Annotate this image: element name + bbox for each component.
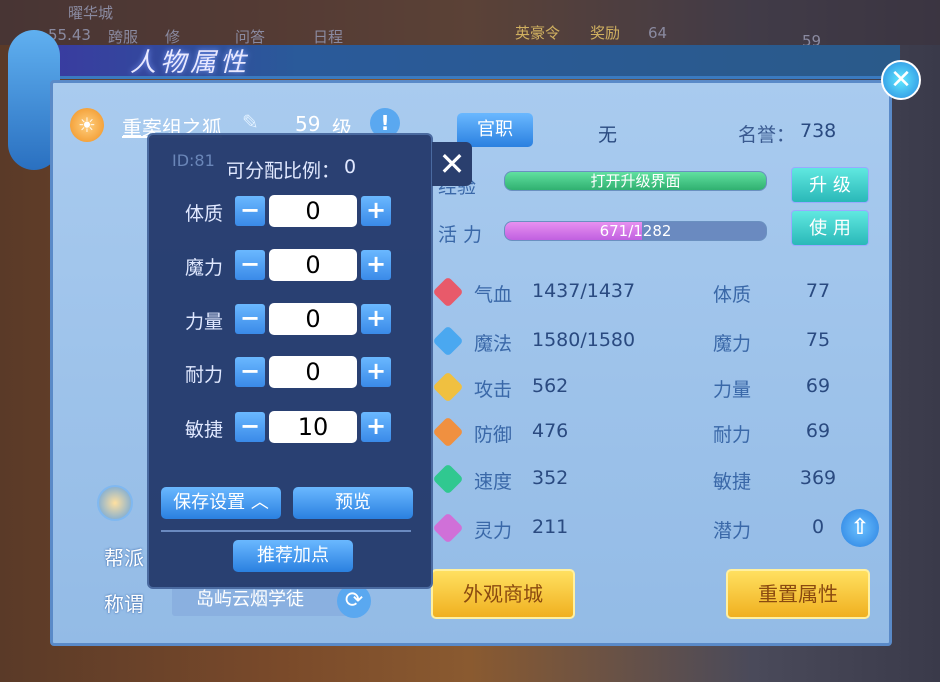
vitality-bar: 671/1282 xyxy=(504,221,767,241)
decrease-button[interactable]: − xyxy=(235,250,265,280)
stat-value: 562 xyxy=(532,375,569,397)
use-vitality-button[interactable]: 使 用 xyxy=(791,210,869,246)
recommend-points-button[interactable]: 推荐加点 xyxy=(233,540,353,572)
vitality-bar-fill xyxy=(505,222,642,240)
alloc-input[interactable]: 0 xyxy=(269,195,357,227)
title-label: 称谓 xyxy=(104,592,144,616)
attr-value: 0 xyxy=(811,516,825,538)
alloc-input[interactable]: 10 xyxy=(269,411,357,443)
decrease-button[interactable]: − xyxy=(235,196,265,226)
upgrade-bar[interactable]: 打开升级界面 xyxy=(504,171,767,191)
bg-coord: 55.43 xyxy=(48,26,91,44)
close-window-button[interactable]: ✕ xyxy=(881,60,921,100)
stat-label: 防御 xyxy=(474,424,513,446)
office-value: 无 xyxy=(598,124,618,146)
attr-value: 369 xyxy=(799,467,837,489)
stat-label: 攻击 xyxy=(474,379,513,401)
add-points-up-icon[interactable]: ⇧ xyxy=(841,509,879,547)
vitality-text: 671/1282 xyxy=(599,222,672,240)
ratio-value: 0 xyxy=(344,156,357,178)
edit-name-icon[interactable]: ✎ xyxy=(242,110,259,134)
stat-value: 352 xyxy=(532,467,569,489)
window-title: 人物属性 xyxy=(130,48,251,78)
popup-divider xyxy=(161,530,411,532)
attr-value: 77 xyxy=(805,280,831,302)
stat-value: 1580/1580 xyxy=(532,329,636,351)
stat-label: 灵力 xyxy=(474,520,513,542)
attr-label: 魔力 xyxy=(713,333,752,355)
title-select[interactable]: 岛屿云烟学徒 xyxy=(172,584,362,616)
bg-schedule: 日程 xyxy=(313,28,344,46)
decrease-button[interactable]: − xyxy=(235,412,265,442)
stat-value: 1437/1437 xyxy=(532,280,636,302)
portrait-icon[interactable] xyxy=(97,485,133,521)
refresh-icon[interactable]: ⟳ xyxy=(337,584,371,618)
attr-value: 69 xyxy=(805,420,831,442)
fame-label: 名誉： xyxy=(738,124,796,146)
increase-button[interactable]: + xyxy=(361,412,391,442)
attr-value: 75 xyxy=(805,329,831,351)
bg-city: 曜华城 xyxy=(68,4,114,22)
window-header xyxy=(40,45,900,79)
decrease-button[interactable]: − xyxy=(235,357,265,387)
stat-label: 气血 xyxy=(474,284,513,306)
character-id: ID:81 xyxy=(172,151,215,170)
alloc-input[interactable]: 0 xyxy=(269,249,357,281)
bg-crossserver: 跨服 xyxy=(108,28,139,46)
upgrade-button[interactable]: 升 级 xyxy=(791,167,869,203)
preview-button[interactable]: 预览 xyxy=(293,487,413,519)
guild-label: 帮派 xyxy=(104,546,144,570)
attr-label: 力量 xyxy=(713,379,752,401)
ratio-label: 可分配比例： xyxy=(226,160,341,182)
alloc-input[interactable]: 0 xyxy=(269,356,357,388)
save-settings-label: 保存设置 xyxy=(173,492,246,513)
vitality-label: 活 力 xyxy=(438,224,483,246)
attr-label: 体质 xyxy=(713,284,752,306)
increase-button[interactable]: + xyxy=(361,357,391,387)
appearance-shop-button[interactable]: 外观商城 xyxy=(431,569,575,619)
increase-button[interactable]: + xyxy=(361,304,391,334)
close-popup-button[interactable]: ✕ xyxy=(432,142,472,186)
alloc-label: 魔力 xyxy=(185,257,224,279)
bg-reward: 奖励 xyxy=(590,24,621,42)
decrease-button[interactable]: − xyxy=(235,304,265,334)
bg-cultivate: 修 xyxy=(165,28,181,46)
alloc-input[interactable]: 0 xyxy=(269,303,357,335)
attr-value: 69 xyxy=(805,375,831,397)
fame-value: 738 xyxy=(800,120,837,142)
increase-button[interactable]: + xyxy=(361,250,391,280)
office-button[interactable]: 官职 xyxy=(457,113,533,147)
bg-level-64: 64 xyxy=(648,24,668,42)
bg-hero: 英豪令 xyxy=(515,24,561,42)
attr-label: 潜力 xyxy=(713,520,752,542)
alloc-label: 耐力 xyxy=(185,364,224,386)
top-bar xyxy=(0,0,940,45)
alloc-label: 力量 xyxy=(185,311,224,333)
alloc-label: 敏捷 xyxy=(185,419,224,441)
chevron-up-icon: ︿ xyxy=(245,492,269,513)
stat-label: 魔法 xyxy=(474,333,513,355)
stat-value: 476 xyxy=(532,420,569,442)
reset-attributes-button[interactable]: 重置属性 xyxy=(726,569,870,619)
attr-label: 敏捷 xyxy=(713,471,752,493)
save-settings-button[interactable]: 保存设置 ︿ xyxy=(161,487,281,519)
increase-button[interactable]: + xyxy=(361,196,391,226)
sun-avatar-icon: ☀ xyxy=(70,108,104,142)
stat-label: 速度 xyxy=(474,471,513,493)
character-level: 59 xyxy=(295,112,321,136)
stat-value: 211 xyxy=(532,516,569,538)
attr-label: 耐力 xyxy=(713,424,752,446)
alloc-label: 体质 xyxy=(185,203,224,225)
bg-quiz: 问答 xyxy=(235,28,266,46)
